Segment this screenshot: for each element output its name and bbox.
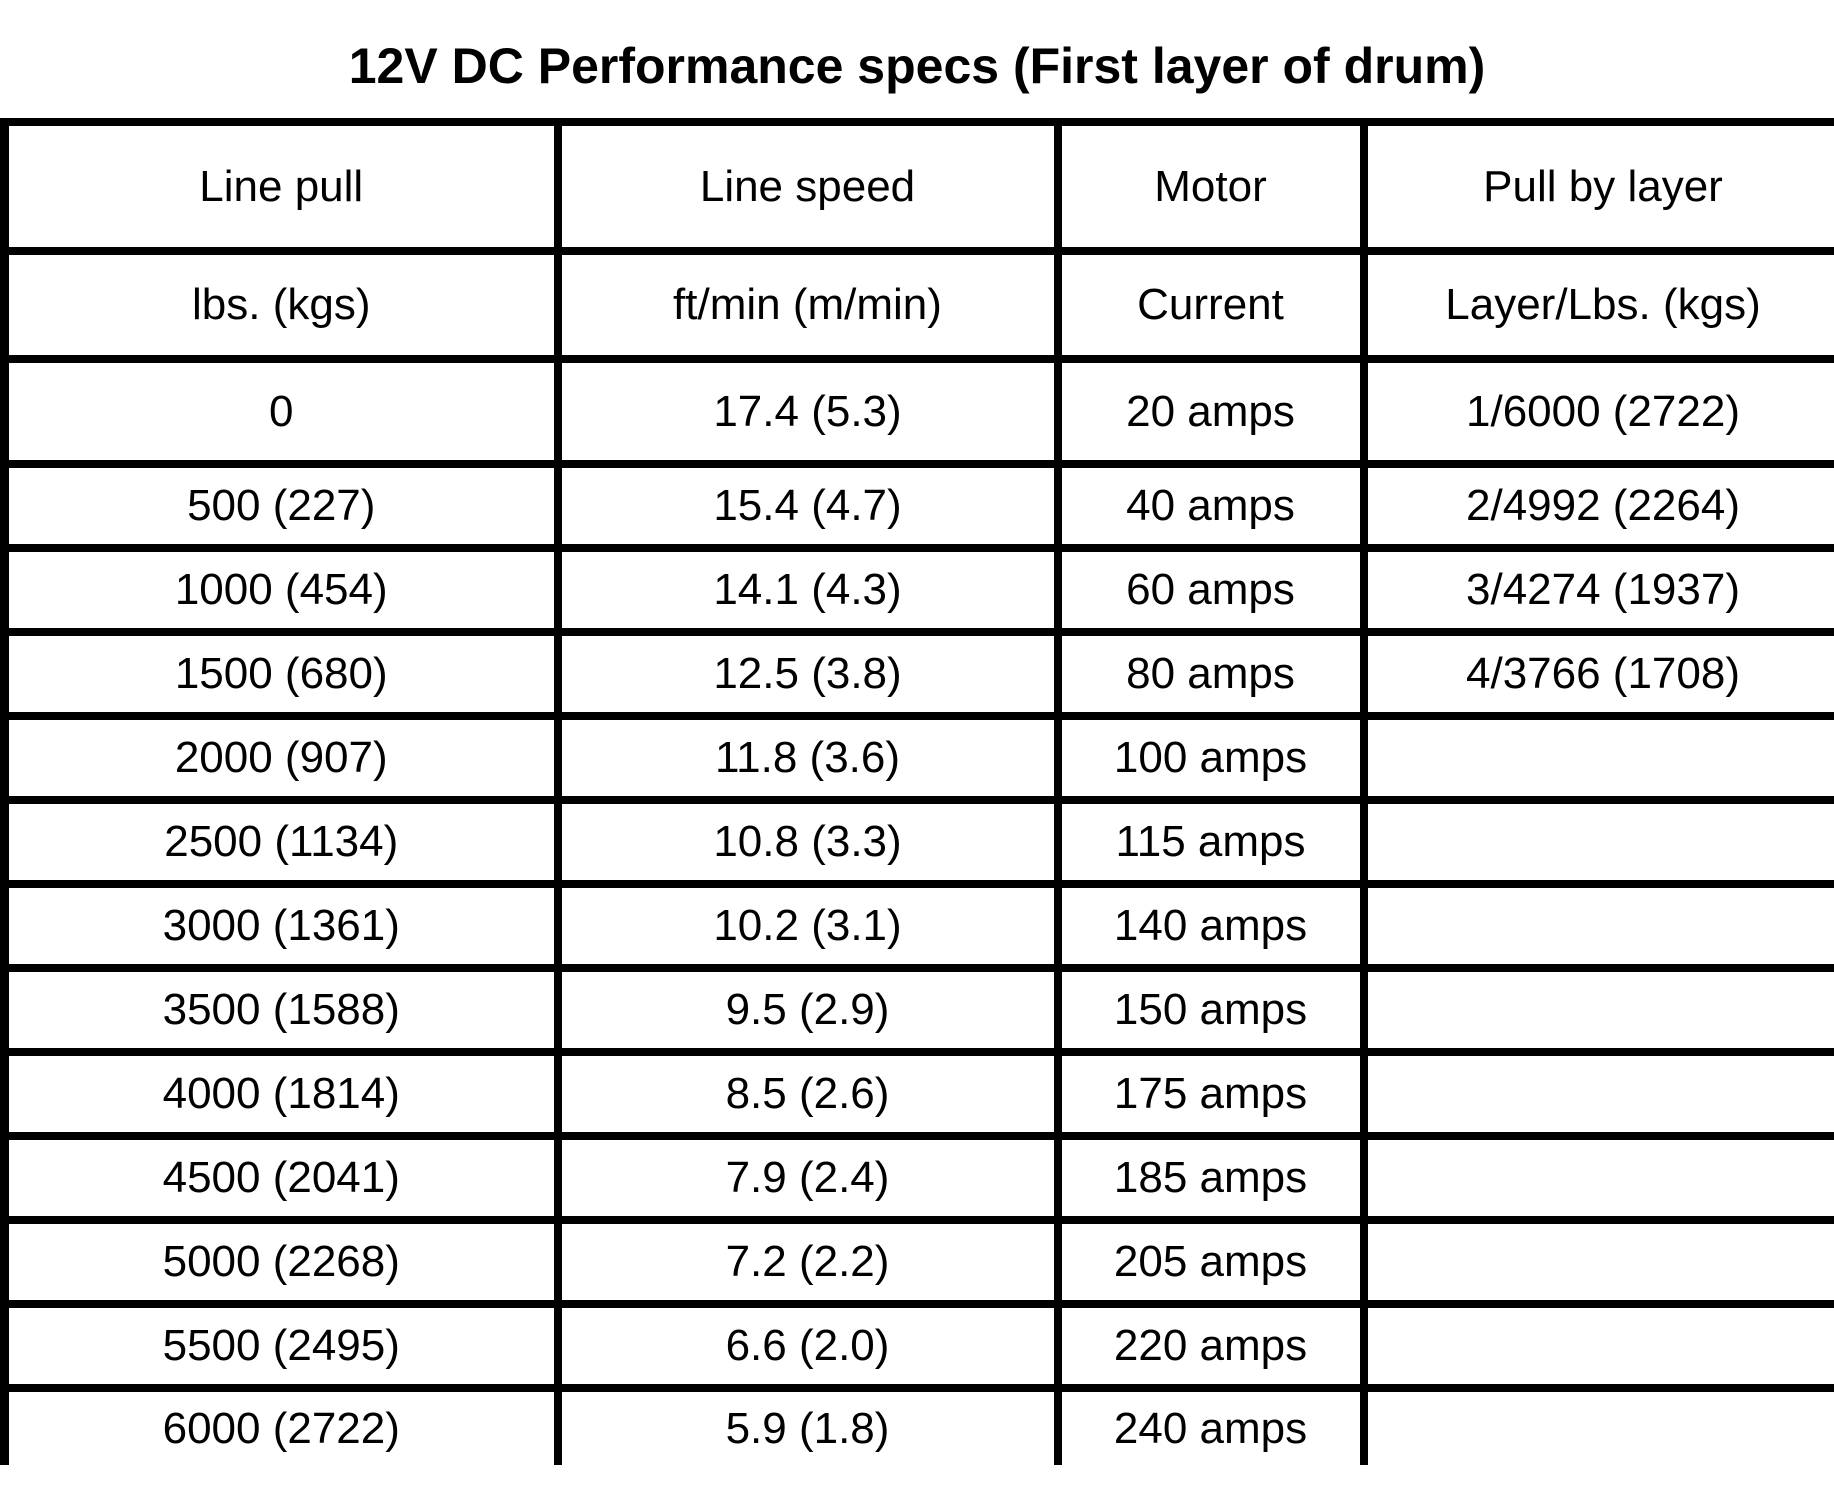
performance-specs-table: Line pull Line speed Motor Pull by layer…: [0, 118, 1834, 1465]
line-speed-cell: 15.4 (4.7): [553, 460, 1062, 552]
pull-by-layer-cell: 1/6000 (2722): [1359, 355, 1834, 468]
header-cell-line-pull-units: lbs. (kgs): [0, 247, 562, 363]
line-speed-cell: 6.6 (2.0): [553, 1300, 1062, 1392]
header-row-units: lbs. (kgs) ft/min (m/min) Current Layer/…: [0, 247, 1834, 363]
line-pull-cell: 3000 (1361): [0, 880, 562, 972]
line-speed-cell: 17.4 (5.3): [553, 355, 1062, 468]
header-row-primary: Line pull Line speed Motor Pull by layer: [0, 118, 1834, 255]
line-pull-cell: 5500 (2495): [0, 1300, 562, 1392]
pull-by-layer-cell: [1359, 964, 1834, 1056]
table-row: 5000 (2268) 7.2 (2.2) 205 amps: [0, 1216, 1834, 1308]
line-pull-cell: 500 (227): [0, 460, 562, 552]
motor-current-cell: 185 amps: [1053, 1132, 1368, 1224]
pull-by-layer-cell: [1359, 1384, 1834, 1465]
motor-current-cell: 60 amps: [1053, 544, 1368, 636]
motor-current-cell: 80 amps: [1053, 628, 1368, 720]
pull-by-layer-cell: 3/4274 (1937): [1359, 544, 1834, 636]
table-row: 0 17.4 (5.3) 20 amps 1/6000 (2722): [0, 355, 1834, 468]
motor-current-cell: 115 amps: [1053, 796, 1368, 888]
table-title: 12V DC Performance specs (First layer of…: [348, 38, 1486, 94]
motor-current-cell: 140 amps: [1053, 880, 1368, 972]
pull-by-layer-cell: [1359, 1048, 1834, 1140]
motor-current-cell: 150 amps: [1053, 964, 1368, 1056]
line-pull-cell: 1000 (454): [0, 544, 562, 636]
pull-by-layer-cell: [1359, 1132, 1834, 1224]
header-cell-line-pull: Line pull: [0, 118, 562, 255]
line-speed-cell: 7.2 (2.2): [553, 1216, 1062, 1308]
line-speed-cell: 5.9 (1.8): [553, 1384, 1062, 1465]
line-pull-cell: 4000 (1814): [0, 1048, 562, 1140]
pull-by-layer-cell: [1359, 712, 1834, 804]
line-speed-cell: 10.2 (3.1): [553, 880, 1062, 972]
line-speed-cell: 11.8 (3.6): [553, 712, 1062, 804]
table-row: 4000 (1814) 8.5 (2.6) 175 amps: [0, 1048, 1834, 1140]
header-cell-pull-by-layer: Pull by layer: [1359, 118, 1834, 255]
header-cell-motor-current: Current: [1053, 247, 1368, 363]
table-row: 5500 (2495) 6.6 (2.0) 220 amps: [0, 1300, 1834, 1392]
motor-current-cell: 175 amps: [1053, 1048, 1368, 1140]
header-cell-line-speed-units: ft/min (m/min): [553, 247, 1062, 363]
line-speed-cell: 14.1 (4.3): [553, 544, 1062, 636]
table-row: 1500 (680) 12.5 (3.8) 80 amps 4/3766 (1708): [0, 628, 1834, 720]
line-pull-cell: 0: [0, 355, 562, 468]
line-pull-cell: 1500 (680): [0, 628, 562, 720]
pull-by-layer-cell: 2/4992 (2264): [1359, 460, 1834, 552]
line-pull-cell: 3500 (1588): [0, 964, 562, 1056]
pull-by-layer-cell: [1359, 880, 1834, 972]
line-speed-cell: 12.5 (3.8): [553, 628, 1062, 720]
header-cell-motor: Motor: [1053, 118, 1368, 255]
line-speed-cell: 8.5 (2.6): [553, 1048, 1062, 1140]
motor-current-cell: 240 amps: [1053, 1384, 1368, 1465]
table-row: 3500 (1588) 9.5 (2.9) 150 amps: [0, 964, 1834, 1056]
line-pull-cell: 2500 (1134): [0, 796, 562, 888]
pull-by-layer-cell: [1359, 796, 1834, 888]
line-pull-cell: 5000 (2268): [0, 1216, 562, 1308]
table-row: 2000 (907) 11.8 (3.6) 100 amps: [0, 712, 1834, 804]
header-cell-layer-units: Layer/Lbs. (kgs): [1359, 247, 1834, 363]
motor-current-cell: 20 amps: [1053, 355, 1368, 468]
motor-current-cell: 40 amps: [1053, 460, 1368, 552]
line-speed-cell: 7.9 (2.4): [553, 1132, 1062, 1224]
table-row: 1000 (454) 14.1 (4.3) 60 amps 3/4274 (1937): [0, 544, 1834, 636]
table-row: 2500 (1134) 10.8 (3.3) 115 amps: [0, 796, 1834, 888]
pull-by-layer-cell: [1359, 1216, 1834, 1308]
header-cell-line-speed: Line speed: [553, 118, 1062, 255]
line-pull-cell: 6000 (2722): [0, 1384, 562, 1465]
motor-current-cell: 100 amps: [1053, 712, 1368, 804]
pull-by-layer-cell: [1359, 1300, 1834, 1392]
line-speed-cell: 10.8 (3.3): [553, 796, 1062, 888]
line-speed-cell: 9.5 (2.9): [553, 964, 1062, 1056]
table-row: 500 (227) 15.4 (4.7) 40 amps 2/4992 (2264): [0, 460, 1834, 552]
table-row: 3000 (1361) 10.2 (3.1) 140 amps: [0, 880, 1834, 972]
line-pull-cell: 2000 (907): [0, 712, 562, 804]
motor-current-cell: 220 amps: [1053, 1300, 1368, 1392]
table-row: 4500 (2041) 7.9 (2.4) 185 amps: [0, 1132, 1834, 1224]
motor-current-cell: 205 amps: [1053, 1216, 1368, 1308]
line-pull-cell: 4500 (2041): [0, 1132, 562, 1224]
table-row: 6000 (2722) 5.9 (1.8) 240 amps: [0, 1384, 1834, 1465]
pull-by-layer-cell: 4/3766 (1708): [1359, 628, 1834, 720]
